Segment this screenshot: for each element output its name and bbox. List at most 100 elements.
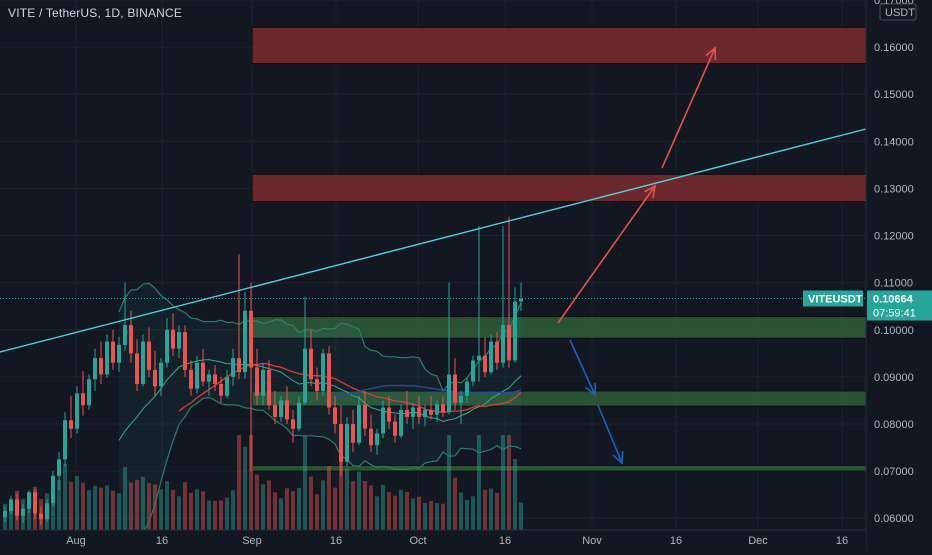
volume-bar (291, 491, 295, 530)
arrow-down-1-head (585, 382, 597, 397)
volume-bar (321, 480, 325, 530)
time-tick-label: 16 (330, 535, 342, 547)
volume-bar (165, 481, 169, 530)
candle-body (411, 407, 415, 417)
price-tick-label: 0.09000 (874, 372, 914, 384)
candle-body (471, 360, 475, 382)
price-tick-label: 0.16000 (874, 42, 914, 54)
volume-bar (81, 482, 85, 530)
candle-body (189, 369, 193, 389)
price-axis[interactable]: 0.170000.160000.150000.140000.130000.120… (803, 0, 932, 550)
ma-blue (328, 384, 522, 399)
volume-bar (219, 500, 223, 530)
candle-body (93, 358, 97, 380)
candle-body (243, 310, 247, 373)
volume-bar (171, 489, 175, 530)
candle-body (123, 325, 127, 345)
candle-body (153, 369, 157, 387)
candle-body (57, 459, 61, 476)
volume-bar (273, 492, 277, 530)
volume-bar (465, 499, 469, 530)
candle-body (381, 407, 385, 434)
candle-body (87, 379, 91, 406)
volume-bar (201, 491, 205, 530)
volume-bar (507, 435, 511, 530)
candle-body (111, 341, 115, 363)
volume-bar (453, 477, 457, 530)
bb-lower (131, 396, 522, 555)
candle-body (75, 393, 79, 429)
candle-body (465, 381, 469, 396)
currency-label: USDT (885, 7, 915, 19)
price-tick-label: 0.13000 (874, 183, 914, 195)
volume-bar (513, 458, 517, 530)
time-tick-label: 16 (670, 535, 682, 547)
time-tick-label: Oct (409, 535, 426, 547)
volume-bar (225, 497, 229, 530)
candle-body (345, 424, 349, 462)
candle-body (201, 362, 205, 382)
price-tick-label: 0.08000 (874, 419, 914, 431)
candle-body (33, 492, 37, 514)
volume-bar (297, 487, 301, 530)
volume-bar (393, 495, 397, 530)
candle-body (375, 433, 379, 446)
candle-body (225, 376, 229, 396)
candle-body (273, 405, 277, 417)
volume-bar (489, 488, 493, 530)
candle-body (69, 420, 73, 429)
candle-body (369, 428, 373, 446)
volume-bar (447, 435, 451, 530)
symbol-label: VITEUSDT (808, 293, 863, 305)
volume-bar (237, 435, 241, 530)
candle-body (219, 383, 223, 396)
volume-bar (177, 496, 181, 530)
candle-body (237, 358, 241, 373)
time-axis[interactable]: Aug 16 Sep 16 Oct 16 Nov 16 Dec 16 (0, 529, 866, 550)
volume-bar (435, 503, 439, 530)
resistance-zone-1 (251, 173, 867, 203)
volume-bar (429, 501, 433, 530)
candle-body (441, 404, 445, 413)
candle-body (285, 400, 289, 420)
last-price-label: 0.10664 (873, 293, 914, 305)
volume-bar (75, 475, 79, 530)
candle-body (279, 400, 283, 417)
candle-body (321, 353, 325, 392)
candle-body (363, 405, 367, 429)
candle-body (501, 325, 505, 363)
candle-body (129, 325, 133, 354)
candle-body (315, 379, 319, 392)
candle-body (183, 332, 187, 370)
time-tick-label: Nov (582, 535, 602, 547)
volume-bar (411, 498, 415, 530)
volume-bar (285, 488, 289, 530)
volume-bar (363, 481, 367, 530)
candle-body (27, 492, 31, 509)
arrow-up-1-head (644, 184, 657, 198)
volume-bar (57, 479, 61, 530)
volume-bar (261, 484, 265, 530)
volume-bar (87, 490, 91, 530)
candle-body (423, 409, 427, 417)
candle-body (213, 374, 217, 384)
candle-body (459, 395, 463, 403)
volume-bar (195, 489, 199, 530)
arrow-up-2-head (705, 46, 717, 61)
time-tick-label: Sep (242, 535, 262, 547)
volume-bar (189, 492, 193, 530)
candle-body (15, 499, 19, 516)
volume-bar (357, 471, 361, 530)
candle-body (495, 341, 499, 363)
bb-fill (119, 283, 521, 555)
candle-body (417, 407, 421, 417)
volume-bar (207, 500, 211, 530)
price-tick-label: 0.14000 (874, 136, 914, 148)
volume-bar (267, 480, 271, 530)
candle-body (291, 419, 295, 429)
candle-body (393, 421, 397, 436)
candle-body (51, 475, 55, 504)
volume-bar (405, 491, 409, 530)
